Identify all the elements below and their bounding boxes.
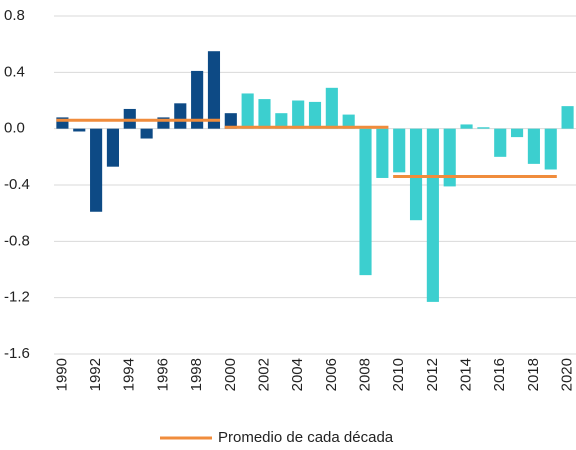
x-tick-label: 1998	[188, 358, 205, 391]
bar	[275, 113, 288, 129]
bar	[426, 128, 439, 302]
x-tick-label: 2002	[255, 358, 272, 391]
bar	[460, 124, 473, 129]
x-tick-label: 1992	[87, 358, 104, 391]
legend-label: Promedio de cada década	[218, 429, 394, 446]
bar	[157, 117, 170, 129]
bar	[443, 128, 456, 187]
y-tick-label: -1.6	[4, 345, 30, 362]
bar	[174, 103, 187, 129]
x-tick-label: 2012	[424, 358, 441, 391]
bar	[376, 128, 389, 178]
bar	[494, 128, 507, 157]
y-tick-label: 0.4	[4, 63, 25, 80]
x-tick-label: 2020	[559, 358, 576, 391]
bar	[342, 114, 355, 129]
bar	[106, 128, 119, 167]
bar	[561, 106, 574, 129]
x-tick-label: 2004	[289, 358, 306, 391]
x-tick-label: 1996	[154, 358, 171, 391]
bar	[359, 128, 372, 276]
bar	[292, 100, 305, 129]
bar	[308, 101, 322, 129]
bar	[409, 128, 423, 221]
bar	[191, 70, 204, 129]
x-tick-label: 2010	[390, 358, 407, 391]
x-tick-label: 2000	[222, 358, 239, 391]
bar	[207, 51, 221, 129]
x-tick-label: 2016	[491, 358, 508, 391]
bar	[511, 128, 524, 138]
bar	[56, 117, 69, 129]
y-tick-label: -1.2	[4, 289, 30, 306]
bar	[258, 99, 271, 129]
bar	[90, 128, 103, 212]
bar	[477, 127, 490, 129]
bar	[527, 128, 540, 164]
x-tick-label: 2006	[323, 358, 340, 391]
y-tick-label: 0.0	[4, 120, 25, 137]
bar	[544, 128, 557, 170]
y-tick-label: 0.8	[4, 7, 25, 24]
bar	[241, 93, 254, 129]
x-tick-label: 1994	[121, 358, 138, 391]
bar	[140, 128, 153, 139]
x-tick-label: 1990	[53, 358, 70, 391]
y-tick-label: -0.4	[4, 176, 30, 193]
x-tick-label: 2008	[356, 358, 373, 391]
y-tick-label: -0.8	[4, 232, 30, 249]
bar	[325, 87, 338, 129]
bar	[393, 128, 406, 173]
x-tick-label: 2014	[458, 358, 475, 391]
bar	[224, 113, 237, 129]
x-tick-label: 2018	[525, 358, 542, 391]
bar	[73, 128, 86, 132]
